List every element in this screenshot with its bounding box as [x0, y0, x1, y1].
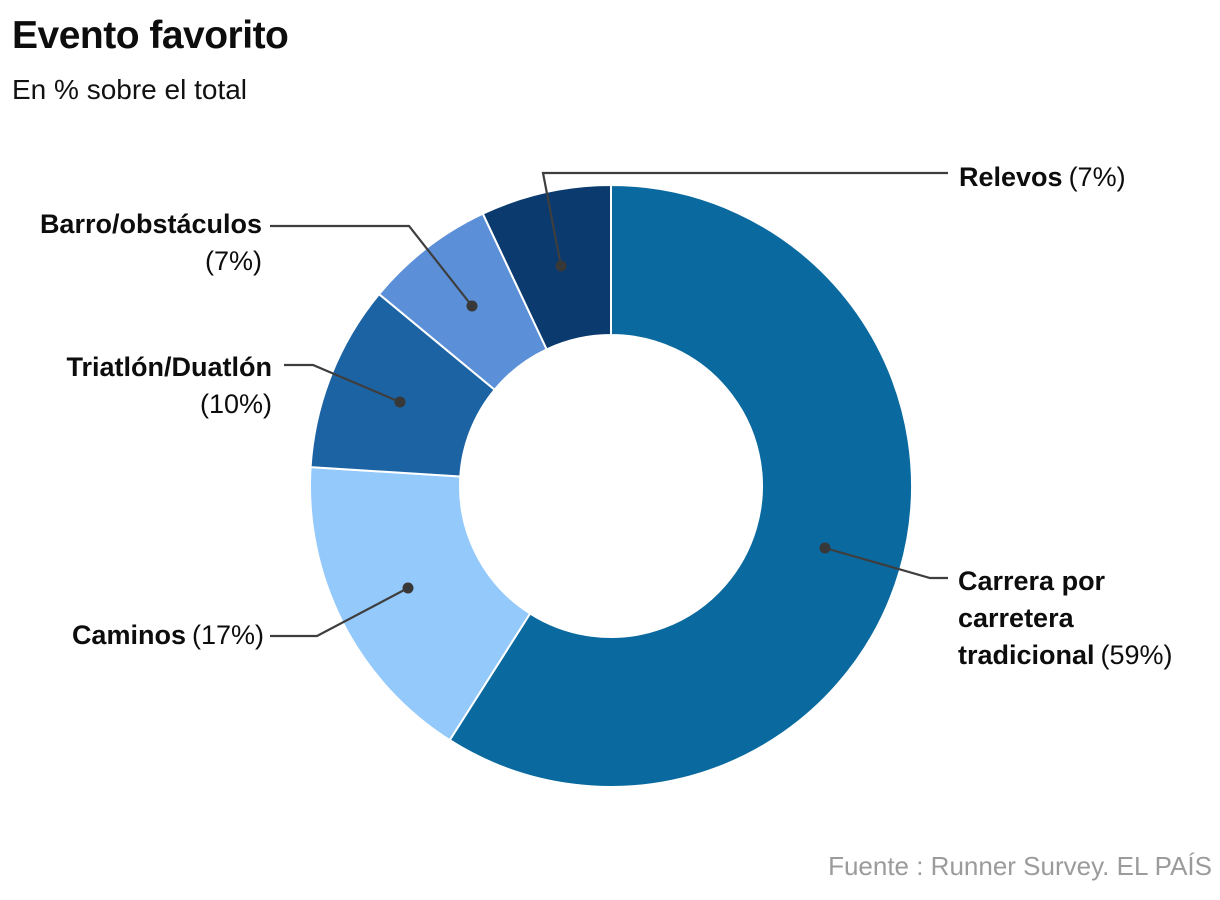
leader-line-caminos — [270, 582, 414, 638]
slice-name-triatlon: Triatlón/Duatlón — [66, 352, 273, 382]
slice-label-relevos: Relevos (7%) — [959, 159, 1126, 196]
donut-slice-carrera — [448, 184, 913, 788]
slice-pct-carrera: (59%) — [1100, 640, 1173, 670]
slice-label-triatlon: Triatlón/Duatlón (10%) — [67, 349, 273, 423]
slice-pct-relevos: (7%) — [1068, 162, 1126, 192]
slice-name-relevos: Relevos — [959, 162, 1063, 192]
slice-pct-caminos: (17%) — [191, 620, 264, 650]
donut-slices — [309, 184, 913, 788]
slice-pct-barro: (7%) — [204, 246, 262, 276]
slice-name-carrera: Carrera por carretera tradicional — [958, 566, 1106, 670]
page-subtitle: En % sobre el total — [12, 74, 248, 105]
slice-name-barro: Barro/obstáculos — [39, 209, 262, 239]
leader-line-relevos — [541, 171, 948, 272]
leader-line-triatlon — [284, 363, 406, 408]
leader-line-barro — [270, 224, 478, 312]
donut-slice-caminos — [309, 466, 532, 742]
page-title: Evento favorito — [12, 14, 289, 57]
slice-pct-triatlon: (10%) — [199, 389, 272, 419]
slice-label-barro: Barro/obstáculos (7%) — [40, 206, 262, 280]
slice-label-caminos: Caminos (17%) — [72, 617, 264, 654]
donut-slice-relevos — [481, 184, 612, 351]
slice-name-caminos: Caminos — [71, 620, 186, 650]
slice-label-carrera: Carrera por carretera tradicional (59%) — [958, 563, 1200, 674]
source-caption: Fuente : Runner Survey. EL PAÍS — [828, 851, 1212, 881]
leader-line-carrera — [819, 542, 948, 580]
